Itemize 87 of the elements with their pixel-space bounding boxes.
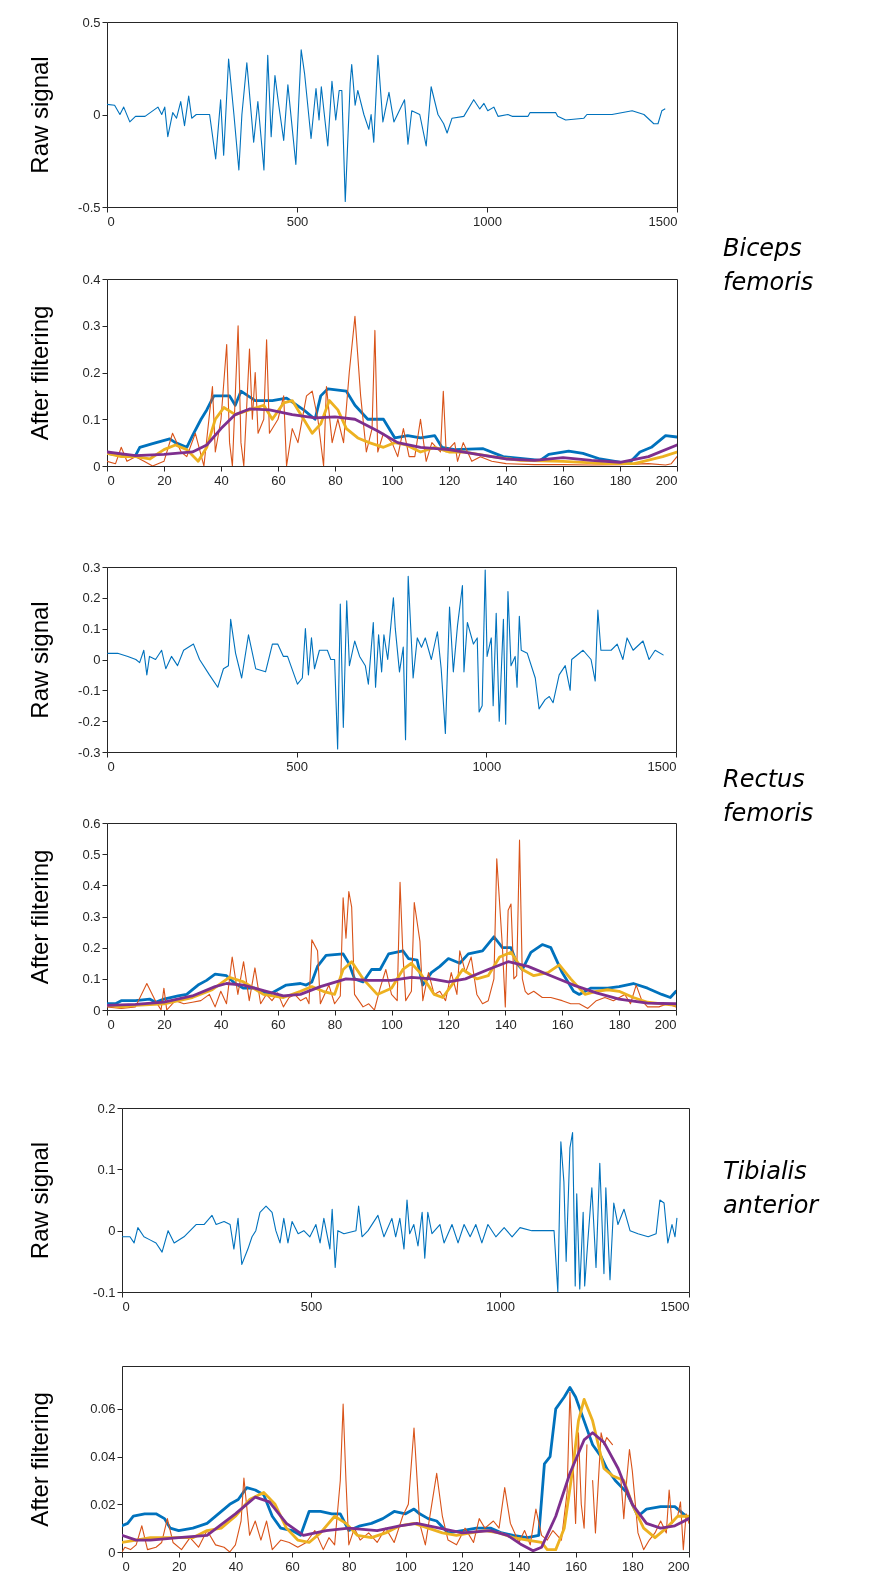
x-tick-label: 40 — [214, 472, 229, 488]
x-tick-label: 500 — [286, 758, 309, 774]
y-axis-title: After filtering — [25, 1392, 53, 1527]
y-tick-label: 0.1 — [97, 1161, 116, 1177]
y-tick-label: 0.1 — [82, 971, 101, 987]
x-tick-label: 160 — [551, 1016, 574, 1032]
y-tick-label: 0.3 — [82, 318, 101, 334]
x-tick-label: 80 — [328, 472, 343, 488]
line-series — [107, 960, 676, 1007]
x-tick-label: 100 — [381, 1016, 403, 1032]
line-series — [107, 839, 676, 1010]
y-tick-label: 0 — [93, 107, 101, 122]
y-tick-label: 0.5 — [82, 14, 101, 30]
y-tick-label: 0.4 — [82, 877, 101, 893]
x-tick-label: 1000 — [486, 1298, 515, 1314]
x-tick-label: 140 — [494, 1016, 517, 1032]
y-tick-label: 0 — [93, 458, 101, 474]
x-tick-label: 20 — [171, 1558, 187, 1573]
y-tick-label: 0.5 — [82, 846, 101, 862]
y-tick-label: 0 — [93, 1002, 101, 1018]
y-tick-label: -0.3 — [78, 744, 101, 760]
y-tick-label: 0.2 — [82, 590, 101, 606]
line-series — [107, 315, 677, 466]
x-tick-label: 1500 — [648, 213, 678, 229]
y-tick-label: 0.1 — [82, 621, 101, 637]
x-tick-label: 160 — [565, 1558, 587, 1573]
x-tick-label: 1000 — [472, 758, 502, 774]
x-tick-label: 120 — [451, 1558, 474, 1573]
y-tick-label: 0.02 — [90, 1496, 116, 1512]
y-tick-label: -0.5 — [78, 199, 101, 215]
text: Rectus femoris — [723, 765, 814, 827]
x-tick-label: 180 — [621, 1558, 644, 1573]
x-tick-label: 120 — [438, 1016, 460, 1032]
x-tick-label: 500 — [286, 213, 309, 229]
x-tick-label: 20 — [157, 472, 172, 488]
y-axis-title: Raw signal — [25, 56, 53, 174]
x-tick-label: 60 — [270, 1016, 286, 1032]
x-tick-label: 20 — [157, 1016, 172, 1032]
y-tick-label: -0.1 — [78, 682, 101, 698]
y-axis-title: Raw signal — [25, 1141, 53, 1260]
y-tick-label: 0.04 — [90, 1449, 116, 1465]
y-tick-label: 0.2 — [97, 1100, 116, 1116]
text: Biceps femoris — [723, 234, 814, 296]
x-tick-label: 100 — [381, 472, 404, 488]
y-axis-title: After filtering — [25, 849, 53, 985]
x-tick-label: 40 — [214, 1016, 229, 1032]
x-tick-label: 200 — [654, 1016, 677, 1032]
x-tick-label: 200 — [655, 472, 678, 488]
x-tick-label: 140 — [495, 472, 518, 488]
text: Tibialis anterior — [723, 1157, 821, 1219]
x-tick-label: 140 — [508, 1558, 531, 1573]
y-tick-label: 0.2 — [82, 940, 101, 956]
x-tick-label: 0 — [122, 1558, 130, 1573]
x-tick-label: 40 — [228, 1558, 244, 1573]
y-tick-label: 0 — [93, 652, 101, 667]
x-tick-label: 80 — [327, 1016, 343, 1032]
x-tick-label: 0 — [122, 1298, 130, 1314]
line-series — [107, 49, 666, 202]
x-tick-label: 80 — [342, 1558, 357, 1573]
x-tick-label: 180 — [608, 1016, 631, 1032]
x-tick-label: 1000 — [473, 213, 502, 229]
line-series — [122, 1131, 678, 1292]
x-tick-label: 180 — [609, 472, 632, 488]
y-tick-label: 0.3 — [82, 559, 101, 575]
y-tick-label: 0.3 — [82, 909, 101, 924]
line-series — [122, 1431, 689, 1552]
x-tick-label: 120 — [438, 472, 461, 488]
x-tick-label: 1500 — [660, 1298, 690, 1314]
x-tick-label: 100 — [395, 1558, 417, 1573]
x-tick-label: 60 — [271, 472, 286, 488]
x-tick-label: 200 — [667, 1558, 690, 1573]
x-tick-label: 160 — [552, 472, 575, 488]
y-tick-label: 0.2 — [82, 365, 101, 380]
y-tick-label: -0.1 — [93, 1284, 116, 1300]
y-tick-label: 0.1 — [82, 411, 101, 427]
x-tick-label: 60 — [285, 1558, 300, 1573]
y-axis-title: After filtering — [25, 305, 53, 441]
y-tick-label: 0 — [108, 1223, 116, 1239]
y-tick-label: 0.6 — [82, 815, 101, 831]
x-tick-label: 1500 — [647, 758, 677, 774]
y-tick-label: -0.2 — [78, 713, 101, 729]
line-series — [107, 569, 664, 750]
y-tick-label: 0 — [108, 1544, 116, 1560]
y-tick-label: 0.4 — [82, 271, 101, 287]
y-axis-title: Raw signal — [25, 601, 53, 719]
y-tick-label: 0.06 — [90, 1401, 116, 1417]
x-tick-label: 500 — [300, 1298, 323, 1314]
